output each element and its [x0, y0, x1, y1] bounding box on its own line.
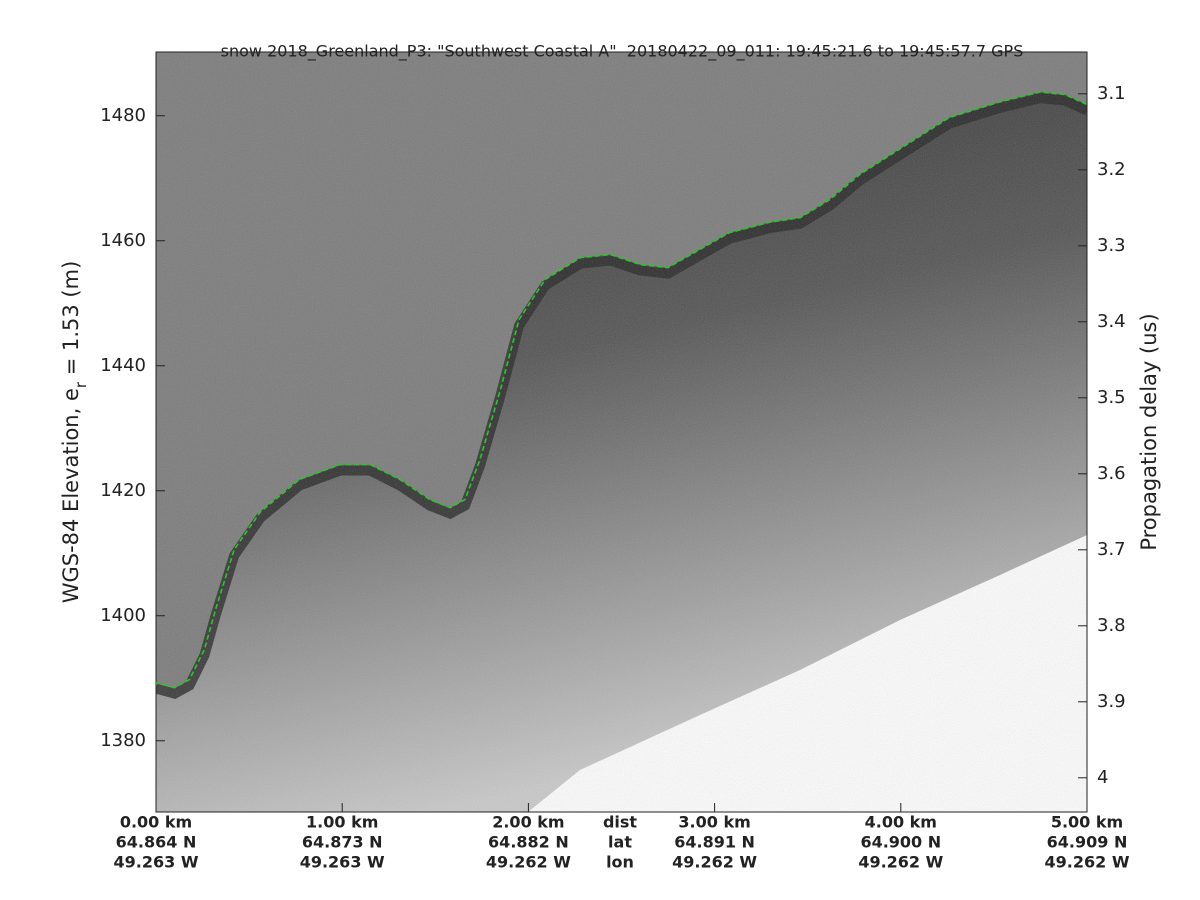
y2-tick-label: 3.2 [1097, 159, 1126, 180]
y-tick-label: 1420 [100, 480, 146, 501]
y-axis-label: WGS-84 Elevation, er = 1.53 (m) [59, 261, 90, 604]
y-tick-label: 1380 [100, 730, 146, 751]
y2-tick-label: 3.3 [1097, 235, 1126, 256]
lon-label: 49.262 W [1045, 853, 1130, 872]
x-row-label: lon [606, 853, 634, 872]
speckle [156, 52, 1087, 812]
x-row-label: lat [608, 833, 632, 852]
lon-label: 49.262 W [486, 853, 571, 872]
x-row-label: dist [603, 813, 637, 832]
lat-label: 64.900 N [860, 833, 941, 852]
y2-tick-label: 3.6 [1097, 463, 1126, 484]
y2-tick-label: 3.4 [1097, 311, 1126, 332]
lat-label: 64.891 N [674, 833, 755, 852]
lon-label: 49.263 W [114, 853, 199, 872]
y-tick-label: 1400 [100, 605, 146, 626]
lat-label: 64.873 N [302, 833, 383, 852]
lon-label: 49.262 W [672, 853, 757, 872]
y2-tick-label: 4 [1097, 767, 1108, 788]
x-tick-label: 4.00 km [865, 813, 937, 832]
lon-label: 49.262 W [858, 853, 943, 872]
y2-tick-label: 3.8 [1097, 615, 1126, 636]
lat-label: 64.909 N [1047, 833, 1128, 852]
y2-tick-label: 3.7 [1097, 539, 1126, 560]
x-tick-label: 1.00 km [306, 813, 378, 832]
y-label-text: WGS-84 Elevation, e [59, 388, 83, 603]
lat-label: 64.864 N [116, 833, 197, 852]
x-tick-label: 3.00 km [678, 813, 750, 832]
y-tick-label: 1480 [100, 105, 146, 126]
echogram [156, 52, 1087, 812]
y2-axis-label: Propagation delay (us) [1137, 313, 1161, 550]
y-tick-label: 1440 [100, 355, 146, 376]
y-label-suffix: = 1.53 (m) [59, 261, 83, 382]
y2-tick-label: 3.9 [1097, 691, 1126, 712]
plot-frame [155, 51, 1088, 813]
y-tick-label: 1460 [100, 230, 146, 251]
y-label-subscript: r [72, 381, 90, 388]
surface-line [155, 91, 1088, 689]
x-tick-label: 2.00 km [492, 813, 564, 832]
x-tick-label: 0.00 km [120, 813, 192, 832]
lon-label: 49.263 W [300, 853, 385, 872]
x-tick-label: 5.00 km [1051, 813, 1123, 832]
lat-label: 64.882 N [488, 833, 569, 852]
y2-tick-label: 3.5 [1097, 387, 1126, 408]
chart-title: snow 2018_Greenland_P3: "Southwest Coast… [221, 42, 1024, 62]
y2-tick-label: 3.1 [1097, 83, 1126, 104]
